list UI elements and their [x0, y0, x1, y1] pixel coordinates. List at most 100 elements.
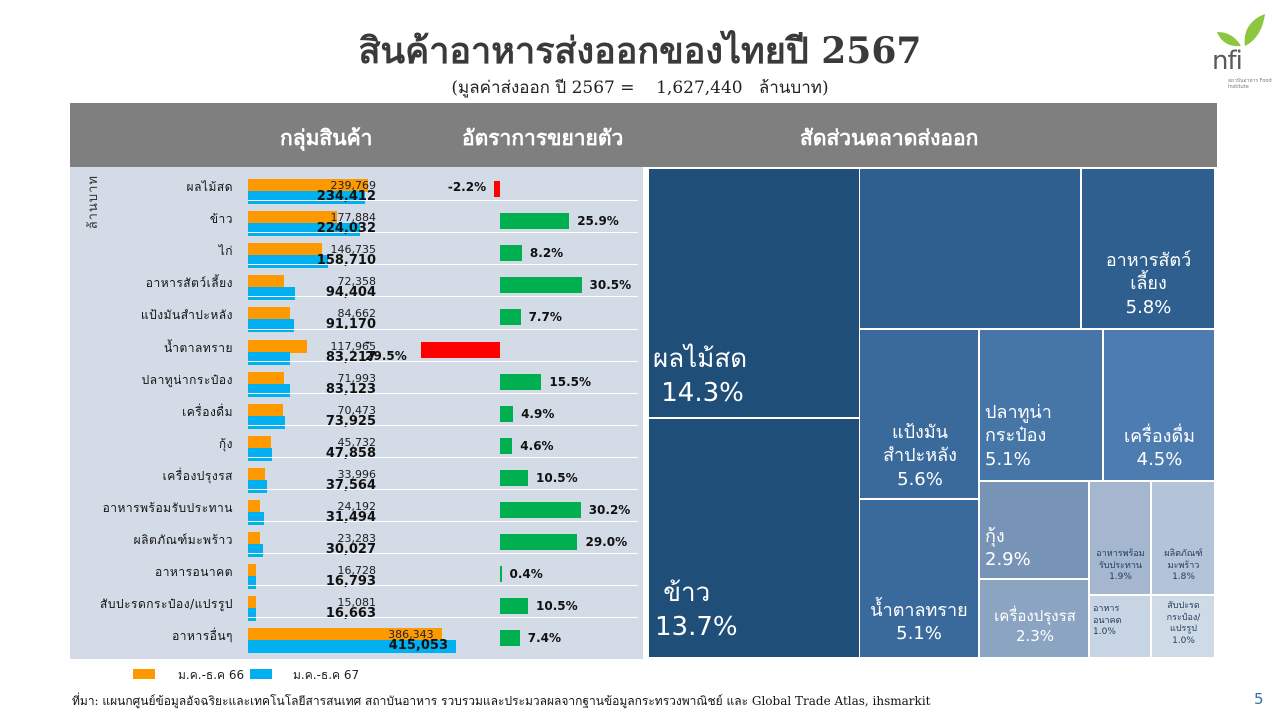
- category-label: อาหารพร้อมรับประทาน: [102, 501, 233, 515]
- treemap-label: ผลไม้สด 14.3%: [653, 344, 748, 408]
- table-header: [70, 103, 1217, 167]
- category-label: ไก่: [218, 244, 233, 259]
- category-label: อาหารอนาคต: [154, 565, 233, 580]
- row-divider: [248, 360, 638, 362]
- value-label-66: 16,728: [337, 564, 377, 578]
- bar-67: [248, 640, 456, 654]
- growth-label: 4.6%: [520, 438, 554, 453]
- row-divider: [248, 585, 638, 587]
- growth-label: 7.4%: [527, 631, 562, 646]
- bar-66: [248, 532, 260, 546]
- page-subtitle: (มูลค่าส่งออก ปี 2567 = 1,627,440 ล้านบา…: [451, 78, 829, 98]
- category-label: แป้งมันสำปะหลัง: [140, 308, 233, 323]
- row-divider: [248, 553, 638, 555]
- header-share: สัดส่วนตลาดส่งออก: [800, 126, 979, 150]
- treemap-label: เครื่องดื่ม 4.5%: [1123, 426, 1195, 471]
- growth-label: 30.5%: [589, 278, 632, 293]
- value-label-67: 234,412: [316, 189, 376, 204]
- category-label: เครื่องดื่ม: [182, 404, 233, 419]
- treemap-tile: ปลาทูน่า กระป๋อง 5.1%: [980, 330, 1102, 480]
- growth-bar: [500, 277, 582, 294]
- treemap-label: น้ำตาลทราย 5.1%: [870, 600, 968, 645]
- legend-label-66: ม.ค.-ธ.ค 66: [178, 668, 245, 682]
- value-label-67: 47,858: [325, 445, 376, 461]
- value-label-66: 239,769: [330, 179, 377, 192]
- row-divider: [248, 232, 638, 234]
- value-label-66: 15,081: [337, 596, 377, 610]
- row-divider: [248, 328, 638, 330]
- value-label-66: 177,884: [330, 211, 377, 225]
- row-divider: [248, 521, 638, 523]
- page-title: สินค้าอาหารส่งออกของไทยปี 2567: [358, 30, 922, 72]
- treemap-tile: อาหาร อนาคต 1.0%: [1090, 596, 1150, 657]
- growth-bar: [494, 181, 500, 197]
- category-label: ข้าว: [209, 212, 233, 227]
- value-label-67: 415,053: [388, 638, 448, 654]
- growth-bar: [500, 373, 542, 390]
- bar-66: [248, 435, 271, 449]
- value-label-66: 70,473: [337, 403, 377, 417]
- value-label-67: 31,494: [325, 510, 376, 525]
- growth-label: 10.5%: [536, 470, 578, 485]
- treemap-tile: เครื่องดื่ม 4.5%: [1104, 330, 1214, 480]
- treemap-tile: เครื่องปรุงรส 2.3%: [980, 580, 1088, 657]
- bar-66: [248, 500, 261, 513]
- header-growth: อัตราการขยายตัว: [462, 126, 624, 150]
- treemap-tile: ผลิตภัณฑ์ มะพร้าว 1.8%: [1152, 482, 1214, 594]
- growth-label: 0.4%: [509, 567, 543, 582]
- value-label-66: 71,993: [337, 371, 377, 385]
- value-label-67: 30,027: [325, 542, 376, 558]
- row-divider: [248, 264, 638, 266]
- bar-67: [248, 576, 257, 590]
- growth-bar: [500, 469, 529, 486]
- bar-67: [248, 608, 257, 622]
- bar-66: [248, 403, 284, 417]
- value-label-67: 158,710: [316, 253, 376, 269]
- value-label-67: 91,170: [325, 317, 376, 333]
- legend-swatch-66: [133, 669, 155, 679]
- growth-bar: [421, 341, 500, 358]
- row-divider: [248, 424, 638, 426]
- category-label: เครื่องปรุงรส: [162, 468, 233, 483]
- bar-66: [248, 371, 285, 385]
- value-label-66: 386,343: [388, 628, 434, 642]
- row-divider: [248, 489, 638, 490]
- logo-text: nfi: [1212, 46, 1243, 76]
- value-label-66: 24,192: [337, 500, 377, 513]
- bar-66: [248, 243, 322, 257]
- header-group: กลุ่มสินค้า: [280, 126, 373, 150]
- growth-label: 10.5%: [536, 599, 578, 614]
- bar-66: [248, 275, 285, 289]
- treemap-tile: อาหารสัตว์ เลี้ยง 5.8%: [1082, 169, 1214, 328]
- bar-66: [248, 596, 256, 610]
- treemap-label: แป้งมัน สำปะหลัง 5.6%: [883, 422, 957, 490]
- growth-bar: [500, 405, 514, 422]
- value-label-66: 117,965: [330, 339, 377, 353]
- page-number: 5: [1254, 690, 1264, 708]
- treemap-tile: น้ำตาลทราย 5.1%: [860, 500, 978, 657]
- treemap-label: สับปะรด กระป๋อง/ แปรรูป 1.0%: [1166, 601, 1201, 647]
- category-label: น้ำตาลทราย: [164, 340, 233, 355]
- treemap-label: เครื่องปรุงรส 2.3%: [994, 607, 1076, 645]
- category-label: ผลไม้สด: [186, 180, 233, 194]
- growth-label: 29.0%: [585, 535, 628, 550]
- value-label-66: 84,662: [337, 307, 377, 321]
- growth-bar: [500, 630, 520, 647]
- source-note: ที่มา: แผนกศูนย์ข้อมูลอัจฉริยะและเทคโนโล…: [72, 694, 931, 708]
- value-label-67: 83,217: [325, 349, 376, 365]
- treemap-label: กุ้ง 2.9%: [985, 526, 1031, 571]
- treemap-tile: กุ้ง 2.9%: [980, 482, 1088, 578]
- growth-bar: [500, 213, 570, 230]
- growth-label: 30.2%: [588, 503, 631, 517]
- growth-label: 4.9%: [521, 406, 555, 421]
- growth-bar: [500, 245, 522, 262]
- growth-bar: [500, 309, 521, 326]
- category-label: อาหารสัตว์เลี้ยง: [145, 276, 233, 291]
- value-label-66: 33,996: [337, 467, 377, 481]
- growth-bar: [500, 534, 578, 551]
- value-label-66: 72,358: [337, 275, 377, 289]
- row-divider: [248, 392, 638, 394]
- category-label: กุ้ง: [218, 436, 233, 451]
- growth-bar: [500, 566, 502, 583]
- value-label-67: 73,925: [325, 413, 376, 429]
